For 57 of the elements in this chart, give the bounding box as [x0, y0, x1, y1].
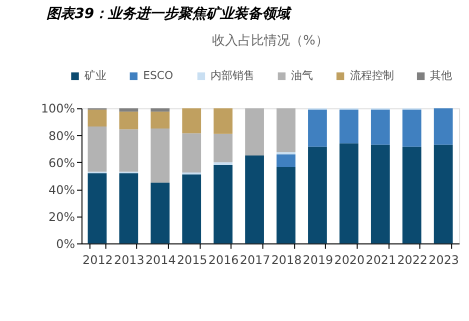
bar: [308, 110, 327, 147]
bar: [88, 126, 107, 172]
x-tick-label: 2021: [366, 252, 396, 267]
bar: [214, 108, 233, 134]
bar: [150, 112, 170, 129]
bar: [214, 165, 233, 244]
bar: [434, 108, 453, 145]
bar: [370, 144, 390, 244]
legend-label: 其他: [430, 69, 452, 82]
y-tick-label: 80%: [48, 128, 76, 143]
bar: [339, 110, 358, 144]
bar: [182, 133, 202, 172]
bar: [214, 162, 233, 166]
bar: [245, 108, 264, 156]
bar: [308, 146, 327, 244]
bar: [245, 156, 264, 244]
bar: [434, 144, 453, 244]
y-tick-label: 60%: [48, 156, 76, 170]
bar: [214, 134, 233, 162]
y-tick-label: 20%: [48, 210, 76, 224]
x-tick-label: 2019: [302, 252, 334, 267]
x-tick-label: 2018: [271, 252, 302, 267]
legend-label: ESCO: [143, 69, 174, 82]
y-tick-label: 100%: [40, 102, 76, 116]
legend-label: 流程控制: [350, 69, 394, 82]
bar: [119, 129, 138, 172]
chart-title: 图表39：业务进一步聚焦矿业装备领域: [46, 4, 292, 22]
x-tick-label: 2013: [114, 252, 144, 267]
y-tick-label: 0%: [56, 236, 76, 251]
bar: [88, 173, 107, 244]
bar: [119, 173, 138, 244]
bar: [150, 128, 170, 183]
bar: [276, 108, 296, 152]
bar: [276, 167, 296, 244]
chart-subtitle: 收入占比情况（%）: [212, 34, 328, 49]
x-tick-label: 2017: [240, 252, 270, 267]
bar: [402, 110, 422, 147]
bar: [182, 108, 202, 134]
bar: [88, 110, 107, 126]
bar: [150, 182, 170, 244]
bar: [182, 174, 202, 244]
x-tick-label: 2020: [334, 252, 365, 267]
x-tick-label: 2023: [428, 252, 459, 267]
legend-label: 油气: [291, 69, 314, 82]
bar: [402, 146, 422, 244]
bar: [276, 154, 296, 168]
x-tick-label: 2014: [145, 252, 176, 267]
legend-label: 矿业: [83, 69, 106, 82]
x-tick-label: 2012: [82, 252, 113, 267]
legend-label: 内部销售: [210, 69, 255, 82]
bar: [370, 110, 390, 145]
bar: [339, 143, 358, 244]
x-tick-label: 2022: [397, 252, 428, 267]
x-tick-label: 2016: [208, 252, 239, 267]
bar: [119, 112, 138, 130]
y-tick-label: 40%: [48, 182, 76, 197]
x-tick-label: 2015: [176, 252, 208, 267]
